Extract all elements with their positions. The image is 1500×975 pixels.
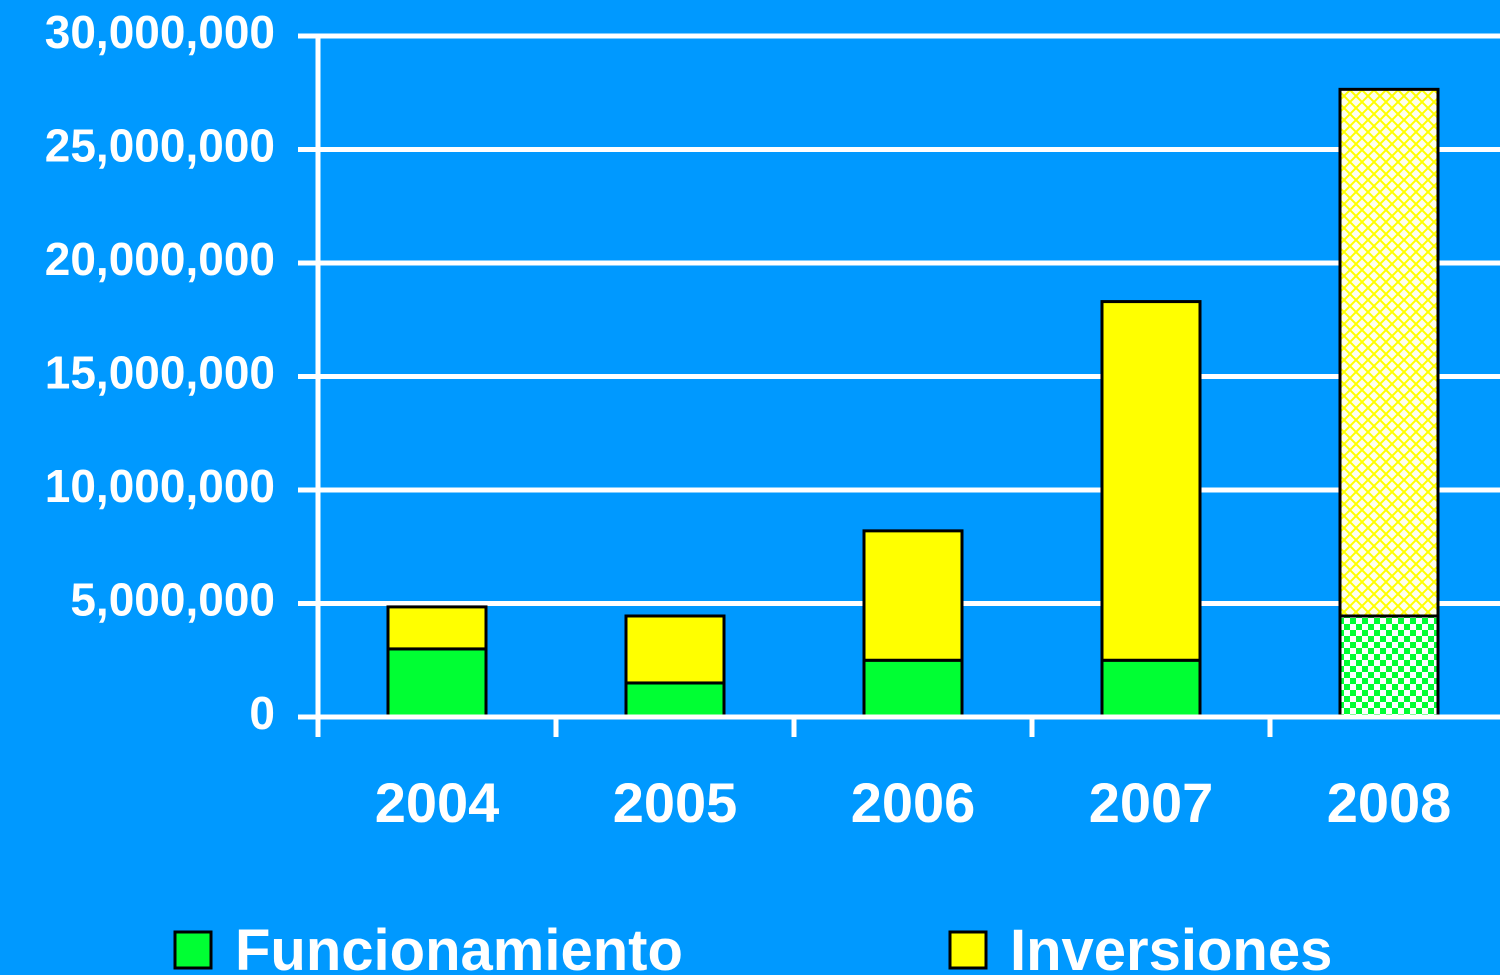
y-tick-label: 30,000,000 xyxy=(45,6,275,58)
bar-segment xyxy=(1100,300,1202,662)
bar-segment xyxy=(386,647,488,719)
bar-segment xyxy=(624,614,726,685)
x-tick-label: 2008 xyxy=(1327,771,1452,834)
bar-segment xyxy=(1100,658,1202,719)
legend-label: Inversiones xyxy=(1010,918,1332,975)
y-tick-label: 0 xyxy=(249,687,275,739)
y-tick-label: 25,000,000 xyxy=(45,120,275,172)
bar-segment xyxy=(862,529,964,662)
legend-swatch xyxy=(173,930,213,970)
y-tick-label: 20,000,000 xyxy=(45,233,275,285)
y-tick-label: 10,000,000 xyxy=(45,460,275,512)
x-tick-label: 2006 xyxy=(851,771,976,834)
bar-segment xyxy=(1338,614,1440,719)
y-tick-label: 5,000,000 xyxy=(70,574,275,626)
x-tick-label: 2004 xyxy=(375,771,500,834)
x-tick-label: 2007 xyxy=(1089,771,1214,834)
bar-segment xyxy=(1338,87,1440,618)
bar-segment xyxy=(862,658,964,719)
legend-label: Funcionamiento xyxy=(235,918,683,975)
legend-swatch xyxy=(948,930,988,970)
bar-segment xyxy=(624,681,726,719)
x-tick-label: 2005 xyxy=(613,771,738,834)
y-tick-label: 15,000,000 xyxy=(45,347,275,399)
bar-segment xyxy=(386,605,488,651)
